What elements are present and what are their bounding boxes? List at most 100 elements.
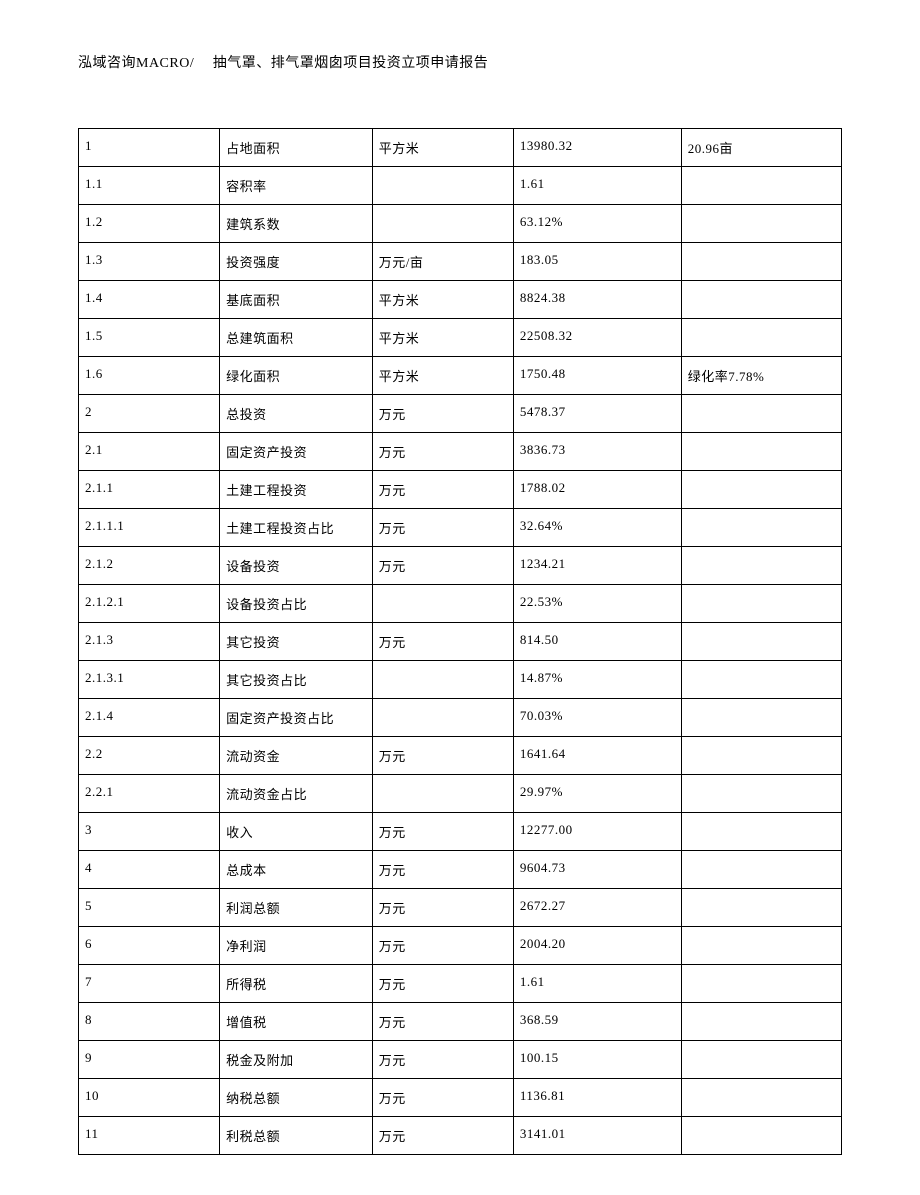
table-cell: 2.1.3.1 bbox=[79, 661, 220, 699]
table-cell bbox=[681, 699, 841, 737]
table-row: 11利税总额万元3141.01 bbox=[79, 1117, 842, 1155]
table-cell: 32.64% bbox=[513, 509, 681, 547]
table-row: 1.6绿化面积平方米1750.48绿化率7.78% bbox=[79, 357, 842, 395]
document-page: 泓域咨询MACRO/ 抽气罩、排气罩烟囱项目投资立项申请报告 1占地面积平方米1… bbox=[0, 0, 920, 1195]
table-cell: 平方米 bbox=[372, 319, 513, 357]
table-cell: 其它投资占比 bbox=[220, 661, 373, 699]
table-cell: 9604.73 bbox=[513, 851, 681, 889]
table-cell: 总投资 bbox=[220, 395, 373, 433]
table-cell: 净利润 bbox=[220, 927, 373, 965]
table-cell: 万元 bbox=[372, 1003, 513, 1041]
table-cell bbox=[681, 813, 841, 851]
table-row: 1.5总建筑面积平方米22508.32 bbox=[79, 319, 842, 357]
table-cell: 纳税总额 bbox=[220, 1079, 373, 1117]
table-cell: 22.53% bbox=[513, 585, 681, 623]
table-cell: 22508.32 bbox=[513, 319, 681, 357]
table-cell: 万元 bbox=[372, 547, 513, 585]
table-cell: 63.12% bbox=[513, 205, 681, 243]
table-cell: 9 bbox=[79, 1041, 220, 1079]
table-row: 2.1.4固定资产投资占比70.03% bbox=[79, 699, 842, 737]
table-cell: 绿化率7.78% bbox=[681, 357, 841, 395]
table-cell: 万元 bbox=[372, 1079, 513, 1117]
table-cell: 368.59 bbox=[513, 1003, 681, 1041]
table-cell: 2.1.3 bbox=[79, 623, 220, 661]
table-cell: 占地面积 bbox=[220, 129, 373, 167]
table-cell bbox=[681, 889, 841, 927]
table-cell: 万元/亩 bbox=[372, 243, 513, 281]
table-row: 7所得税万元1.61 bbox=[79, 965, 842, 1003]
table-cell: 11 bbox=[79, 1117, 220, 1155]
table-cell: 1234.21 bbox=[513, 547, 681, 585]
table-cell: 2.2.1 bbox=[79, 775, 220, 813]
table-row: 8增值税万元368.59 bbox=[79, 1003, 842, 1041]
table-cell: 14.87% bbox=[513, 661, 681, 699]
table-cell: 4 bbox=[79, 851, 220, 889]
table-cell bbox=[681, 623, 841, 661]
table-body: 1占地面积平方米13980.3220.96亩1.1容积率1.611.2建筑系数6… bbox=[79, 129, 842, 1155]
table-cell: 建筑系数 bbox=[220, 205, 373, 243]
table-cell: 2004.20 bbox=[513, 927, 681, 965]
table-row: 2.2.1流动资金占比 29.97% bbox=[79, 775, 842, 813]
table-row: 2.1.3其它投资万元814.50 bbox=[79, 623, 842, 661]
table-cell bbox=[681, 1003, 841, 1041]
table-cell bbox=[372, 699, 513, 737]
table-cell: 1.61 bbox=[513, 965, 681, 1003]
table-cell: 1.5 bbox=[79, 319, 220, 357]
table-cell: 29.97% bbox=[513, 775, 681, 813]
table-cell bbox=[372, 775, 513, 813]
table-cell: 7 bbox=[79, 965, 220, 1003]
table-cell: 1.61 bbox=[513, 167, 681, 205]
table-row: 2.1.2设备投资万元1234.21 bbox=[79, 547, 842, 585]
table-cell: 万元 bbox=[372, 1041, 513, 1079]
table-cell: 1 bbox=[79, 129, 220, 167]
table-cell bbox=[372, 205, 513, 243]
table-cell: 土建工程投资 bbox=[220, 471, 373, 509]
table-cell: 2.1.1 bbox=[79, 471, 220, 509]
table-row: 1.1容积率1.61 bbox=[79, 167, 842, 205]
table-cell: 万元 bbox=[372, 623, 513, 661]
table-cell bbox=[372, 661, 513, 699]
table-cell: 100.15 bbox=[513, 1041, 681, 1079]
table-cell: 收入 bbox=[220, 813, 373, 851]
table-cell: 8824.38 bbox=[513, 281, 681, 319]
table-cell: 总成本 bbox=[220, 851, 373, 889]
table-cell: 183.05 bbox=[513, 243, 681, 281]
table-row: 2.1.3.1其它投资占比 14.87% bbox=[79, 661, 842, 699]
table-cell: 流动资金占比 bbox=[220, 775, 373, 813]
table-cell: 1.4 bbox=[79, 281, 220, 319]
table-cell bbox=[681, 205, 841, 243]
table-cell: 万元 bbox=[372, 851, 513, 889]
table-cell: 万元 bbox=[372, 737, 513, 775]
table-cell: 万元 bbox=[372, 509, 513, 547]
table-row: 10纳税总额万元1136.81 bbox=[79, 1079, 842, 1117]
page-header: 泓域咨询MACRO/ 抽气罩、排气罩烟囱项目投资立项申请报告 bbox=[78, 52, 842, 72]
table-cell: 2672.27 bbox=[513, 889, 681, 927]
table-cell: 5 bbox=[79, 889, 220, 927]
table-row: 2.1.2.1设备投资占比22.53% bbox=[79, 585, 842, 623]
table-cell: 设备投资 bbox=[220, 547, 373, 585]
table-cell: 万元 bbox=[372, 1117, 513, 1155]
table-cell: 万元 bbox=[372, 471, 513, 509]
table-cell: 10 bbox=[79, 1079, 220, 1117]
table-cell: 1136.81 bbox=[513, 1079, 681, 1117]
table-row: 3收入万元12277.00 bbox=[79, 813, 842, 851]
table-cell: 所得税 bbox=[220, 965, 373, 1003]
table-cell: 投资强度 bbox=[220, 243, 373, 281]
table-cell bbox=[681, 1117, 841, 1155]
table-cell bbox=[681, 585, 841, 623]
table-cell: 3836.73 bbox=[513, 433, 681, 471]
table-cell: 2.1 bbox=[79, 433, 220, 471]
table-cell: 万元 bbox=[372, 889, 513, 927]
table-cell: 2.1.4 bbox=[79, 699, 220, 737]
table-cell bbox=[681, 547, 841, 585]
table-cell: 平方米 bbox=[372, 129, 513, 167]
table-cell: 2.1.2.1 bbox=[79, 585, 220, 623]
table-cell bbox=[681, 1079, 841, 1117]
table-cell: 1750.48 bbox=[513, 357, 681, 395]
table-row: 4总成本万元9604.73 bbox=[79, 851, 842, 889]
table-cell: 平方米 bbox=[372, 281, 513, 319]
table-cell: 12277.00 bbox=[513, 813, 681, 851]
table-cell: 814.50 bbox=[513, 623, 681, 661]
table-cell: 平方米 bbox=[372, 357, 513, 395]
table-row: 2.1固定资产投资万元3836.73 bbox=[79, 433, 842, 471]
